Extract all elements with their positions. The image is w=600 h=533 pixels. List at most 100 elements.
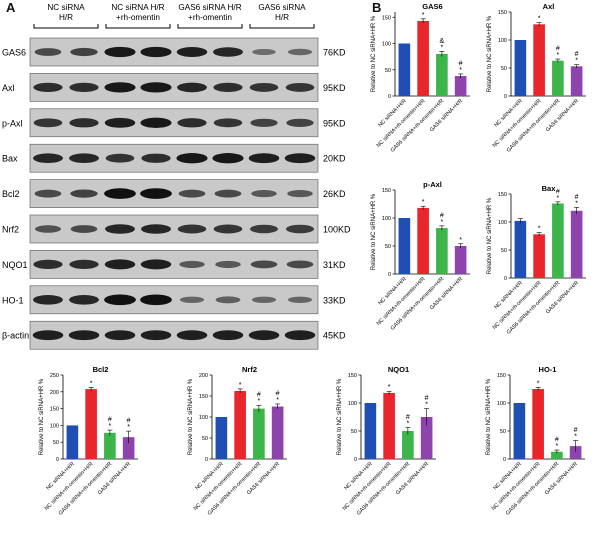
significance-mark: * [574, 434, 577, 441]
blot-band [250, 118, 278, 127]
chart-bcl2: Bcl2 0 50 100 150 200 250 Relative to NC siRNA+… [39, 365, 138, 517]
x-tick-label: GAS6 siRNA+H/R [246, 461, 281, 496]
significance-mark: # [556, 188, 560, 195]
chart-title: Nrf2 [242, 365, 257, 374]
blot-band [249, 82, 279, 92]
chart-title: Bcl2 [93, 365, 109, 374]
significance-mark: * [537, 380, 540, 387]
blot-band [251, 296, 277, 304]
blot-band [33, 295, 63, 305]
blot-band [284, 330, 316, 341]
y-tick-label: 0 [56, 457, 59, 463]
y-tick-label: 0 [503, 457, 506, 463]
bar [551, 451, 563, 459]
blot-row [29, 320, 319, 350]
blot-band [286, 118, 314, 127]
protein-label: β-actin [2, 331, 29, 341]
blot-band [33, 259, 63, 270]
blot-band [69, 295, 99, 305]
blot-band [284, 153, 316, 164]
x-tick-label: GAS6 siRNA+H/R [544, 461, 579, 496]
y-tick-label: 200 [50, 390, 59, 396]
blot-band [179, 296, 205, 304]
significance-mark: * [441, 44, 444, 51]
blot-row [29, 285, 319, 315]
significance-mark: * [90, 380, 93, 387]
bar [552, 60, 564, 96]
group-header-top: NC siRNA H/R [111, 3, 164, 12]
y-tick-label: 150 [498, 10, 507, 16]
blot-row [29, 250, 319, 279]
y-tick-label: 150 [50, 407, 59, 413]
significance-mark: # [276, 390, 280, 397]
bar [66, 425, 79, 459]
blot-band [213, 224, 243, 234]
blot-band [250, 260, 278, 269]
y-axis-label: Relative to NC siRNA+HR % [371, 15, 377, 92]
blot-row [29, 108, 319, 138]
blot-band [70, 189, 98, 198]
blot-band [287, 190, 313, 198]
size-label: 26KD [323, 189, 346, 199]
group-header-bottom: H/R [275, 13, 289, 22]
bar [570, 66, 583, 96]
significance-mark: # [556, 46, 560, 53]
blot-band [104, 294, 136, 306]
panel-label-b: B [372, 0, 382, 15]
blot-band [214, 189, 242, 198]
blot-band [285, 82, 315, 92]
significance-mark: # [440, 212, 444, 219]
protein-label: p-Axl [2, 118, 23, 128]
bar [514, 220, 527, 278]
bar [436, 54, 448, 96]
protein-label: Nrf2 [2, 225, 19, 235]
protein-label: Bcl2 [2, 189, 20, 199]
group-header-bottom: +rh-omentin [116, 13, 160, 22]
group-header-top: GAS6 siRNA [258, 3, 306, 12]
bar [234, 390, 246, 459]
chart-title: Axl [543, 2, 555, 11]
bar [417, 207, 429, 274]
size-label: 20KD [323, 154, 346, 164]
blot-band [33, 153, 63, 163]
significance-mark: * [425, 402, 428, 409]
x-tick-label: GAS6 siRNA+H/R [429, 276, 464, 311]
significance-mark: * [109, 423, 112, 430]
blot-band [32, 330, 64, 341]
y-tick-label: 200 [199, 373, 208, 379]
blot-band [140, 46, 172, 58]
protein-label: HO-1 [2, 295, 24, 305]
blot-band [70, 225, 98, 233]
size-label: 76KD [323, 48, 346, 58]
significance-mark: * [407, 421, 410, 428]
blot-row [29, 73, 319, 102]
group-bracket [105, 24, 171, 29]
blot-band [212, 153, 244, 164]
protein-label: GAS6 [2, 48, 26, 58]
x-tick-label: GAS6 siRNA+H/R [545, 280, 580, 315]
y-tick-label: 150 [382, 188, 391, 194]
blot-band [34, 225, 62, 233]
chart-title: NQO1 [388, 365, 409, 374]
bar [570, 210, 583, 278]
blot-band [105, 153, 135, 163]
y-tick-label: 100 [348, 401, 357, 407]
significance-mark: * [239, 382, 242, 389]
y-axis-label: Relative to NC siRNA+HR % [487, 15, 493, 92]
significance-mark: # [574, 427, 578, 434]
y-tick-label: 100 [199, 415, 208, 421]
size-label: 33KD [323, 295, 346, 305]
group-header-bottom: H/R [59, 13, 73, 22]
blot-band [140, 188, 172, 199]
y-axis-label: Relative to NC siRNA+HR % [39, 378, 45, 455]
panel-label-a: A [6, 0, 16, 15]
bar [552, 203, 564, 278]
blot-band [250, 224, 278, 234]
y-tick-label: 50 [351, 429, 357, 435]
blot-band [69, 153, 99, 163]
blot-band [176, 47, 208, 57]
bar [271, 406, 284, 459]
